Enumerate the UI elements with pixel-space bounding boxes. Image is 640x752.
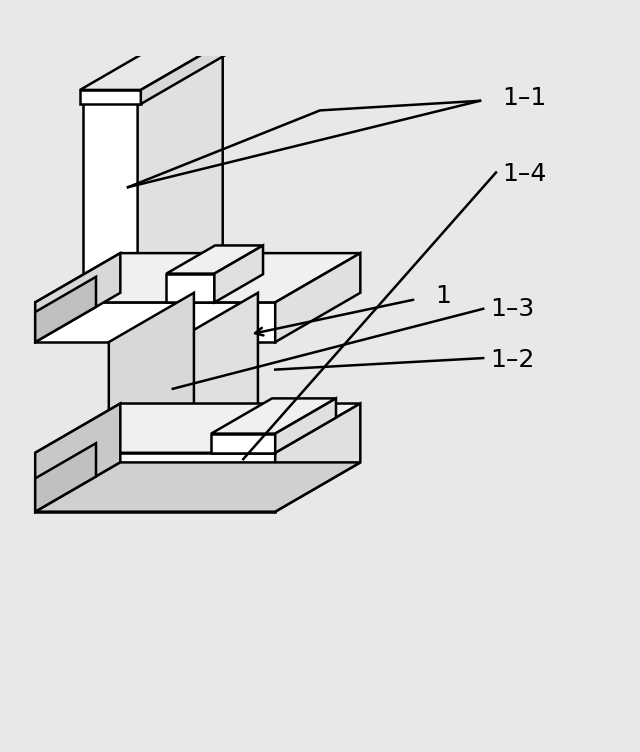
Polygon shape xyxy=(138,48,223,302)
Text: 1–4: 1–4 xyxy=(502,162,547,186)
Polygon shape xyxy=(211,434,275,453)
Polygon shape xyxy=(35,453,275,511)
Polygon shape xyxy=(35,462,360,511)
Polygon shape xyxy=(109,342,173,453)
Polygon shape xyxy=(173,293,258,453)
Polygon shape xyxy=(80,90,141,104)
Polygon shape xyxy=(35,253,360,302)
Polygon shape xyxy=(275,404,360,511)
Polygon shape xyxy=(35,404,360,453)
Polygon shape xyxy=(83,98,138,302)
Polygon shape xyxy=(35,443,96,511)
Polygon shape xyxy=(80,36,233,90)
Polygon shape xyxy=(211,399,336,434)
Text: 1–1: 1–1 xyxy=(502,86,547,110)
Polygon shape xyxy=(35,253,120,342)
Polygon shape xyxy=(35,302,275,342)
Polygon shape xyxy=(214,245,263,302)
Polygon shape xyxy=(35,277,96,342)
Polygon shape xyxy=(141,36,233,104)
Polygon shape xyxy=(275,399,336,453)
Polygon shape xyxy=(166,245,263,274)
Text: 1: 1 xyxy=(435,284,451,308)
Polygon shape xyxy=(83,48,223,98)
Text: 1–2: 1–2 xyxy=(490,348,534,372)
Polygon shape xyxy=(109,293,194,453)
Polygon shape xyxy=(166,274,214,302)
Polygon shape xyxy=(275,253,360,342)
Text: 1–3: 1–3 xyxy=(490,297,534,321)
Polygon shape xyxy=(35,404,120,511)
